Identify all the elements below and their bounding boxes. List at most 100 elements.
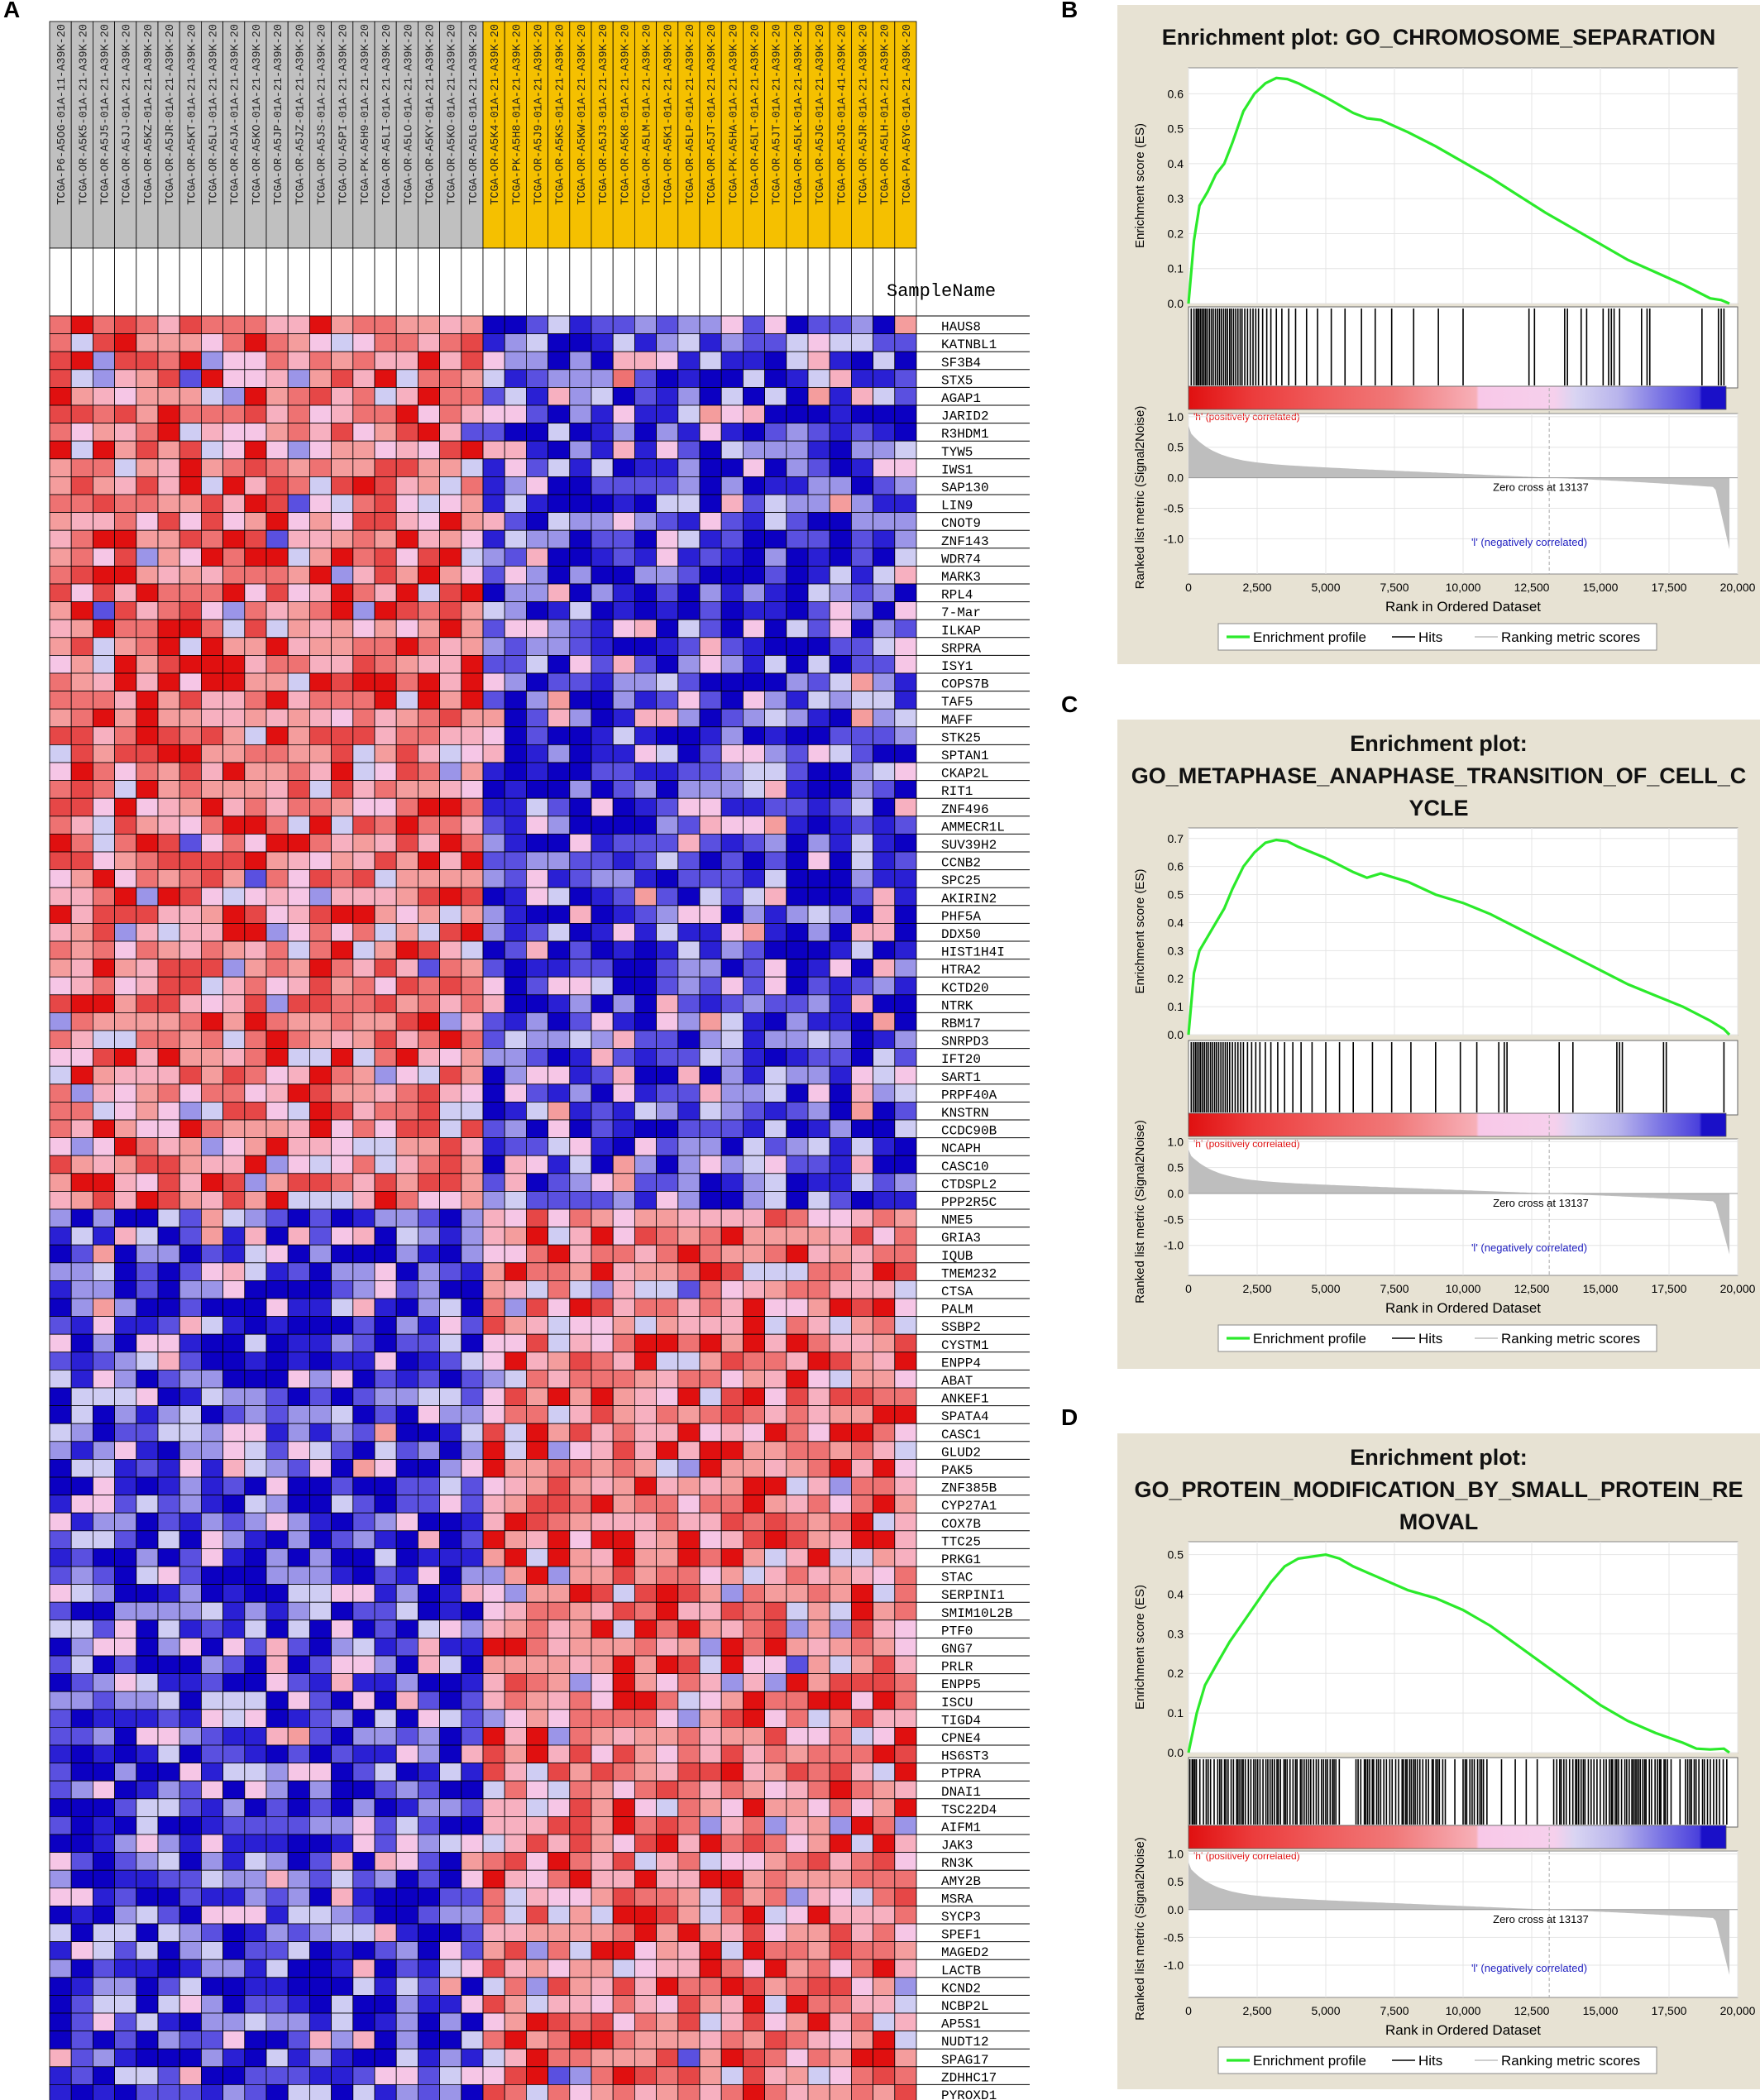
- heatmap-cell: [699, 619, 722, 639]
- heatmap-cell: [851, 369, 874, 388]
- heatmap-cell: [807, 869, 830, 888]
- heatmap-cell: [829, 762, 852, 782]
- heatmap-cell: [504, 1512, 527, 1532]
- heatmap-cell: [677, 1048, 701, 1067]
- heatmap-cell: [461, 976, 484, 996]
- heatmap-cell: [136, 1548, 159, 1567]
- heatmap-cell: [93, 672, 116, 692]
- heatmap-cell: [352, 1405, 375, 1424]
- heatmap-cell: [482, 1262, 505, 1281]
- heatmap-cell: [93, 619, 116, 639]
- heatmap-cell: [504, 1316, 527, 1335]
- heatmap-cell: [504, 1048, 527, 1067]
- heatmap-cell: [851, 1048, 874, 1067]
- heatmap-cell: [265, 1798, 289, 1817]
- heatmap-cell: [287, 940, 310, 960]
- heatmap-cell: [395, 1815, 418, 1835]
- heatmap-cell: [548, 1370, 571, 1389]
- heatmap-cell: [331, 1798, 354, 1817]
- heatmap-cell: [352, 440, 375, 460]
- heatmap-cell: [395, 1584, 418, 1603]
- heatmap-cell: [504, 816, 527, 835]
- heatmap-cell: [374, 476, 397, 495]
- heatmap-cell: [482, 566, 505, 585]
- heatmap-cell: [200, 1048, 223, 1067]
- heatmap-cell: [157, 1316, 180, 1335]
- heatmap-cell: [612, 1994, 635, 2014]
- heatmap-cell: [200, 386, 223, 406]
- heatmap-cell: [894, 1709, 917, 1728]
- heatmap-cell: [265, 1869, 289, 1889]
- heatmap-cell: [851, 1155, 874, 1174]
- metric-tick-label: 1.0: [1168, 410, 1184, 423]
- heatmap-cell: [526, 351, 549, 371]
- heatmap-cell: [287, 1333, 310, 1353]
- gene-label: TMEM232: [941, 1266, 997, 1281]
- zero-cross-label: Zero cross at 13137: [1493, 1913, 1589, 1925]
- heatmap-cell: [591, 1905, 614, 1925]
- gene-label: IFT20: [941, 1052, 981, 1067]
- heatmap-cell: [136, 1298, 159, 1318]
- heatmap-cell: [807, 1638, 830, 1657]
- heatmap-cell: [308, 2066, 332, 2085]
- heatmap-cell: [417, 1316, 440, 1335]
- heatmap-cell: [179, 816, 202, 835]
- heatmap-cell: [265, 2012, 289, 2032]
- sample-name: TCGA-OR-A5K8-01A-21-A39K-20: [619, 24, 632, 205]
- heatmap-cell: [331, 1834, 354, 1854]
- heatmap-cell: [374, 1244, 397, 1264]
- heatmap-cell: [634, 1423, 658, 1442]
- heatmap-cell: [136, 1941, 159, 1960]
- heatmap-cell: [331, 1065, 354, 1085]
- heatmap-cell: [829, 1405, 852, 1424]
- heatmap-cell: [157, 1155, 180, 1174]
- heatmap-cell: [894, 1495, 917, 1514]
- heatmap-cell: [786, 1691, 809, 1710]
- heatmap-cell: [179, 1083, 202, 1103]
- heatmap-cell: [374, 548, 397, 567]
- heatmap-cell: [894, 1619, 917, 1638]
- heatmap-cell: [873, 851, 896, 871]
- sample-header-2: [764, 21, 787, 249]
- heatmap-cell: [200, 476, 223, 495]
- heatmap-cell: [851, 1441, 874, 1460]
- heatmap-cell: [743, 762, 766, 782]
- heatmap-cell: [720, 905, 744, 924]
- heatmap-cell: [439, 1869, 462, 1889]
- sample-name: TCGA-OR-A5LM-01A-21-A39K-20: [642, 24, 654, 205]
- heatmap-cell: [873, 637, 896, 656]
- heatmap-cell: [287, 1405, 310, 1424]
- heatmap-cell: [829, 780, 852, 799]
- sample-name: TCGA-OR-A5K1-01A-21-A39K-20: [663, 24, 676, 205]
- heatmap-cell: [374, 1977, 397, 1996]
- heatmap-cell: [569, 1351, 592, 1371]
- heatmap-cell: [526, 1280, 549, 1299]
- heatmap-cell: [287, 691, 310, 710]
- heatmap-cell: [720, 1351, 744, 1371]
- heatmap-cell: [352, 994, 375, 1013]
- heatmap-cell: [482, 601, 505, 620]
- heatmap-cell: [395, 1780, 418, 1800]
- heatmap-cell: [439, 994, 462, 1013]
- heatmap-cell: [548, 369, 571, 388]
- gene-label: TSC22D4: [941, 1802, 997, 1817]
- heatmap-cell: [200, 1905, 223, 1925]
- heatmap-cell: [461, 1994, 484, 2014]
- heatmap-cell: [265, 1763, 289, 1782]
- heatmap-cell: [70, 1887, 93, 1906]
- sample-header-blank: [699, 247, 722, 317]
- heatmap-cell: [894, 404, 917, 424]
- heatmap-cell: [374, 1083, 397, 1103]
- heatmap-cell: [656, 1333, 679, 1353]
- heatmap-cell: [569, 1262, 592, 1281]
- heatmap-cell: [764, 1137, 787, 1156]
- heatmap-cell: [699, 869, 722, 888]
- heatmap-cell: [374, 797, 397, 817]
- heatmap-cell: [157, 1137, 180, 1156]
- heatmap-cell: [287, 1370, 310, 1389]
- heatmap-cell: [179, 2066, 202, 2085]
- heatmap-cell: [461, 1262, 484, 1281]
- heatmap-cell: [548, 976, 571, 996]
- heatmap-cell: [482, 351, 505, 371]
- heatmap-cell: [461, 1351, 484, 1371]
